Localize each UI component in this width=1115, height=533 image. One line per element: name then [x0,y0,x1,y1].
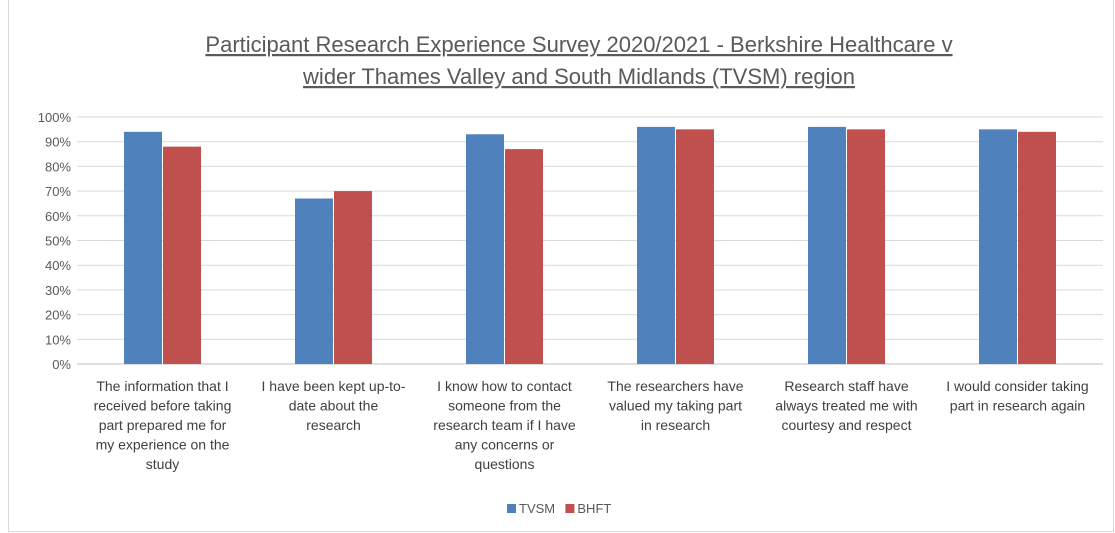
legend-swatch-tvsm [507,504,516,513]
legend-label-tvsm: TVSM [519,501,555,516]
bar-tvsm [124,131,162,364]
legend: TVSM BHFT [507,501,611,516]
y-tick-label: 30% [45,283,71,298]
bar-tvsm [466,134,504,364]
y-axis-ticks: 0% 10% 20% 30% 40% 50% 60% 70% 80% 90% 100% [38,110,72,372]
bar-bhft [505,149,543,364]
chart-frame: Participant Research Experience Survey 2… [8,0,1114,532]
chart-title-line: wider Thames Valley and South Midlands (… [302,64,855,89]
bar-bhft [847,129,885,364]
chart-title: Participant Research Experience Survey 2… [205,32,952,89]
gridlines [77,116,1103,365]
y-tick-label: 20% [45,308,71,323]
bars [124,126,1056,364]
y-tick-label: 70% [45,184,71,199]
y-tick-label: 10% [45,332,71,347]
bar-bhft [1018,131,1056,364]
bar-tvsm [637,126,675,364]
y-tick-label: 60% [45,209,71,224]
x-category-label: I would consider taking part in research … [946,378,1088,414]
legend-label-bhft: BHFT [577,501,611,516]
y-tick-label: 100% [38,110,72,125]
legend-swatch-bhft [565,504,575,513]
bar-bhft [163,146,201,364]
chart-title-line: Participant Research Experience Survey 2… [205,32,952,57]
y-tick-label: 40% [45,258,71,273]
y-tick-label: 0% [52,357,71,372]
y-tick-label: 80% [45,159,71,174]
bar-tvsm [808,126,846,364]
bar-tvsm [295,198,333,364]
x-category-label: The researchers have valued my taking par… [607,378,743,433]
bar-bhft [334,191,372,364]
y-tick-label: 90% [45,135,71,150]
bar-tvsm [979,129,1017,364]
x-category-label: I have been kept up-to-date about the res… [262,378,406,433]
x-category-label: I know how to contact someone from the res… [433,378,576,472]
x-category-label: Research staff have always treated me wit… [775,378,917,433]
bar-bhft [676,129,714,364]
y-tick-label: 50% [45,234,71,249]
bar-chart: Participant Research Experience Survey 2… [38,32,1103,516]
